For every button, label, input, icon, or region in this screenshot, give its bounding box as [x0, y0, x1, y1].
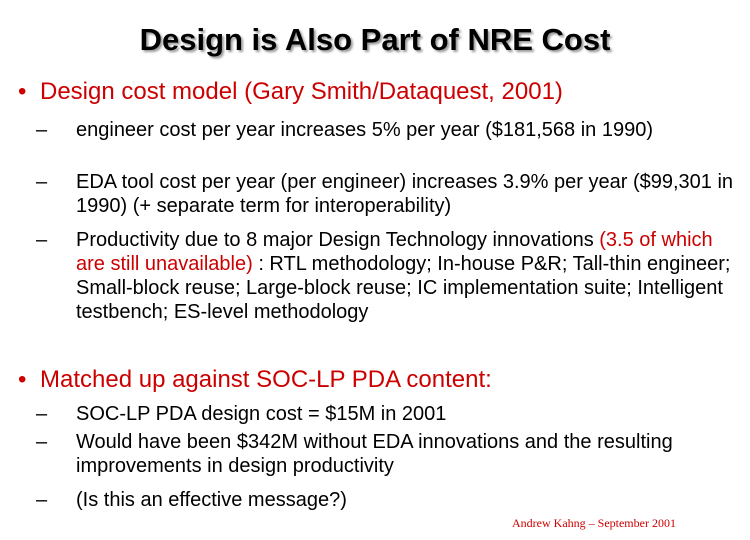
- bullet-text: Matched up against SOC-LP PDA content:: [40, 366, 492, 393]
- sub-bullet-without-eda: – Would have been $342M without EDA inno…: [36, 430, 740, 478]
- dash-marker: –: [36, 229, 48, 251]
- dash-marker: –: [36, 489, 48, 511]
- dash-marker: –: [36, 403, 48, 425]
- sub-bullet-text: engineer cost per year increases 5% per …: [76, 119, 654, 141]
- sub-bullet-text: Would have been $342M without EDA innova…: [76, 431, 673, 477]
- sub-bullet-text: EDA tool cost per year (per engineer) in…: [76, 171, 734, 217]
- sub-bullet-text: (Is this an effective message?): [76, 489, 347, 511]
- bullet-marker: •: [18, 366, 27, 393]
- dash-marker: –: [36, 431, 48, 453]
- sub-bullet-text: Productivity due to 8 major Design Techn…: [36, 228, 740, 324]
- productivity-text-a: Productivity due to 8 major Design Techn…: [76, 229, 600, 251]
- dash-marker: –: [36, 171, 48, 193]
- dash-marker: –: [36, 119, 48, 141]
- bullet-marker: •: [18, 78, 27, 105]
- sub-bullet-eda-tool-cost: – EDA tool cost per year (per engineer) …: [36, 170, 740, 218]
- bullet-text: Design cost model (Gary Smith/Dataquest,…: [40, 78, 563, 105]
- slide-title: Design is Also Part of NRE Cost: [139, 22, 611, 57]
- sub-bullet-effective-message: – (Is this an effective message?): [36, 488, 740, 512]
- sub-bullet-soc-cost: – SOC-LP PDA design cost = $15M in 2001: [36, 402, 740, 426]
- bullet-design-cost-model: • Design cost model (Gary Smith/Dataquest…: [18, 78, 563, 106]
- footer-attribution: Andrew Kahng – September 2001: [512, 516, 676, 530]
- sub-bullet-engineer-cost: – engineer cost per year increases 5% pe…: [36, 118, 740, 142]
- unavailable-innovations-note: (3.5 of which are still unavailable): [76, 229, 713, 275]
- bullet-matched-up: • Matched up against SOC-LP PDA content:: [18, 366, 492, 394]
- sub-bullet-productivity: – Productivity due to 8 major Design Tec…: [36, 228, 740, 324]
- productivity-text-b: : RTL methodology; In-house P&R; Tall-th…: [76, 253, 731, 323]
- sub-bullet-text: SOC-LP PDA design cost = $15M in 2001: [76, 403, 447, 425]
